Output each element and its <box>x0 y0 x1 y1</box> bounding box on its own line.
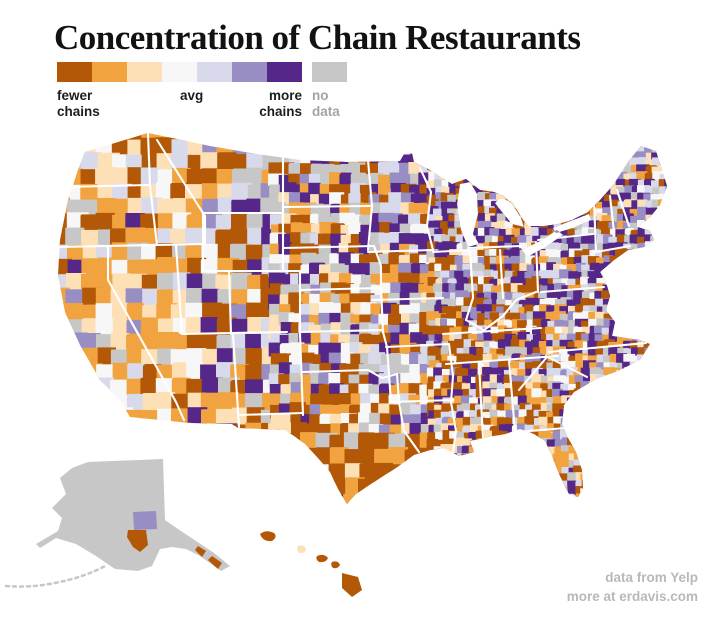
hawaii-big-island <box>342 573 362 597</box>
legend-label-more-chains: more chains <box>259 88 302 119</box>
credit-source: data from Yelp <box>605 570 698 585</box>
hawaii-kauai <box>260 531 276 542</box>
page-title: Concentration of Chain Restaurants <box>54 18 581 57</box>
legend: fewer chains avg more chains no data <box>57 62 377 128</box>
alaska-panhandle-county-1 <box>195 546 206 557</box>
hawaii-maui <box>331 561 340 569</box>
hawaii-molokai <box>316 554 328 563</box>
legend-label-fewer-chains: fewer chains <box>57 88 100 119</box>
legend-swatch-7 <box>267 62 302 82</box>
legend-swatch-1 <box>57 62 92 82</box>
legend-swatch-6 <box>232 62 267 82</box>
alaska-anchorage-county <box>133 511 157 530</box>
legend-label-no-data: no data <box>312 88 340 119</box>
alaska-panhandle-county-2 <box>208 556 222 569</box>
legend-swatch-5 <box>197 62 232 82</box>
credits: data from Yelp more at erdavis.com <box>567 568 698 606</box>
aleutian-islands <box>4 564 107 588</box>
legend-swatch-2 <box>92 62 127 82</box>
hawaii-oahu <box>297 545 306 554</box>
legend-label-avg: avg <box>180 88 204 103</box>
hawaii-inset <box>260 531 362 597</box>
alaska-kenai-county <box>127 530 148 552</box>
legend-swatch-no-data <box>312 62 347 82</box>
legend-swatch-4 <box>162 62 197 82</box>
alaska-inset <box>4 459 230 588</box>
alaska-silhouette <box>36 459 230 571</box>
credit-url: more at erdavis.com <box>566 589 698 604</box>
legend-color-scale <box>57 62 377 82</box>
state-borders <box>58 133 648 454</box>
legend-labels: fewer chains avg more chains no data <box>57 88 377 128</box>
legend-swatch-3 <box>127 62 162 82</box>
